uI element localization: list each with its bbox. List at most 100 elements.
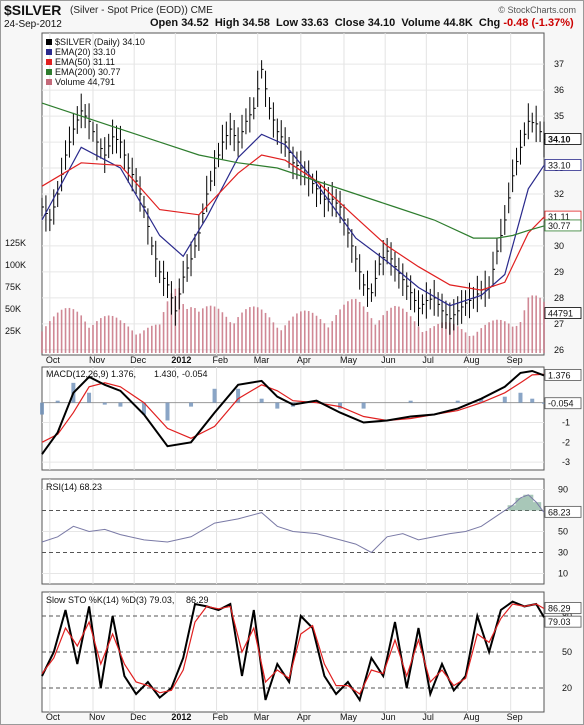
y-tick-label: 36 (554, 85, 564, 95)
macd-histogram-bar (542, 402, 546, 404)
macd-histogram-bar (118, 402, 123, 407)
volume-bar (358, 301, 361, 353)
volume-bar (496, 319, 498, 353)
macd-signal-line (41, 373, 545, 443)
y-tick-label: 20 (562, 683, 572, 693)
volume-bar (154, 324, 157, 353)
x-tick-label-bottom: Jun (381, 712, 396, 722)
x-tick-label-bottom: Mar (254, 712, 270, 722)
volume-bar (327, 327, 330, 353)
volume-bar (300, 311, 302, 353)
last-value-box (544, 615, 582, 628)
y-tick-label: 29 (554, 267, 564, 277)
volume-bar (519, 322, 522, 353)
legend-swatch (46, 69, 52, 75)
last-value-box (544, 397, 582, 410)
pane-stochastic (41, 591, 545, 713)
volume-bar (162, 312, 165, 353)
volume-bar (131, 330, 134, 353)
volume-bar (92, 324, 94, 353)
last-value-box (544, 159, 582, 171)
volume-bar (288, 320, 290, 353)
x-tick-label-bottom: Jul (422, 712, 434, 722)
volume-bar (268, 317, 271, 353)
x-tick-label-bottom: 2012 (171, 712, 191, 722)
volume-bar (441, 322, 443, 353)
y-tick-label: -2 (562, 437, 570, 447)
macd-histogram-bar (236, 388, 241, 403)
volume-bar (449, 322, 451, 353)
macd-histogram-bar (259, 398, 264, 403)
volume-bar (437, 323, 439, 353)
volume-bar (135, 334, 137, 353)
volume-bar (523, 310, 526, 353)
x-tick-label: Apr (297, 355, 311, 365)
volume-bar (139, 333, 141, 353)
last-value-label: -0.054 (548, 399, 574, 409)
rsi-line (41, 494, 545, 554)
x-tick-label-bottom: Aug (464, 712, 480, 722)
x-tick-label: Oct (46, 355, 61, 365)
macd-line (41, 369, 545, 455)
volume-bar (76, 311, 79, 353)
volume-bar (217, 308, 220, 353)
y-tick-label: 26 (554, 345, 564, 355)
volume-bar (323, 323, 326, 353)
macd-histogram-bar (55, 400, 60, 403)
volume-bar (237, 317, 239, 353)
sto-k-line (41, 600, 545, 703)
volume-bar (80, 315, 83, 353)
credit-text: © StockCharts.com (498, 5, 576, 15)
volume-bar (72, 309, 75, 353)
volume-bar (476, 331, 479, 353)
volume-bar (390, 307, 392, 353)
last-value-label: 86.29 (548, 603, 571, 613)
volume-tick-label: 25K (5, 326, 21, 336)
volume-bar (503, 321, 506, 353)
sto-legend: Slow STO %K(14) %D(3) 79.03, (46, 595, 174, 605)
volume-bar (331, 321, 334, 353)
last-value-label: 68.23 (548, 507, 571, 517)
macd-histogram-bar (141, 402, 146, 415)
pane-macd (41, 366, 545, 471)
chart-date: 24-Sep-2012 (4, 19, 62, 30)
volume-bar (335, 315, 337, 353)
sto-d-line (41, 603, 545, 695)
last-value-label: 1.376 (548, 370, 571, 380)
volume-bar (303, 310, 306, 353)
volume-bar (378, 320, 381, 353)
x-tick-label: Jul (422, 355, 434, 365)
volume-bar (178, 288, 181, 353)
volume-bar (531, 295, 534, 353)
volume-bar (127, 326, 130, 353)
x-tick-label: Jun (381, 355, 396, 365)
volume-bar (515, 325, 518, 353)
volume-bar (472, 335, 475, 353)
volume-bar (339, 309, 341, 353)
volume-tick-label: 75K (5, 282, 21, 292)
last-value-box (544, 307, 582, 319)
volume-bar (500, 319, 502, 353)
x-tick-label-bottom: Oct (46, 712, 61, 722)
legend-swatch (46, 49, 52, 55)
rsi-legend: RSI(14) 68.23 (46, 482, 102, 492)
volume-bar (103, 316, 106, 353)
macd-histogram-bar (275, 402, 280, 409)
volume-bar (56, 312, 59, 353)
volume-bar (460, 329, 463, 353)
volume-bar (402, 308, 404, 353)
volume-bar (374, 324, 377, 353)
volume-bar (417, 326, 420, 353)
volume-bar (225, 316, 228, 353)
macd-histogram-bar (361, 402, 366, 409)
volume-bar (170, 293, 173, 353)
macd-legend: MACD(12,26,9) 1.376, (46, 369, 136, 379)
macd-histogram-bar (502, 396, 507, 403)
last-value-label: 44791 (548, 309, 573, 319)
y-tick-label: 32 (554, 189, 564, 199)
volume-tick-label: 100K (5, 260, 26, 270)
volume-bar (456, 326, 459, 353)
volume-bar (64, 308, 67, 353)
macd-histogram-bar (338, 402, 343, 409)
